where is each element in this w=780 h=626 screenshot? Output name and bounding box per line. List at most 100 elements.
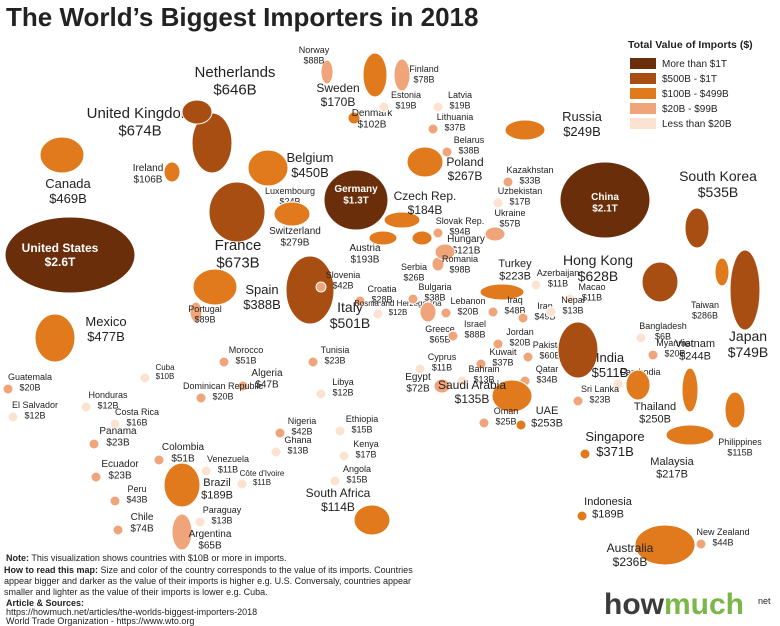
country-value: $115B — [727, 447, 752, 457]
country-value: $286B — [692, 310, 718, 320]
country-name: Czech Rep. — [394, 189, 457, 203]
country-value: $11B — [432, 362, 452, 372]
country-name: Spain — [245, 282, 278, 297]
country-shape — [270, 446, 282, 458]
country-shape — [320, 59, 334, 85]
country-shape — [441, 146, 453, 158]
country-shape — [557, 321, 599, 379]
country-name: Nepal — [561, 295, 585, 305]
country-name: Poland — [446, 155, 483, 169]
country-shape — [517, 312, 529, 324]
country-shape — [559, 161, 651, 239]
country-name: Jordan — [506, 327, 534, 337]
country-shape — [530, 279, 542, 291]
country-shape — [362, 52, 388, 98]
country-value: $673B — [216, 254, 259, 271]
country-value: $13B — [562, 305, 583, 315]
country-name: Austria — [349, 243, 381, 254]
country-shape — [329, 475, 341, 487]
country-name: Turkey — [498, 258, 532, 270]
country-shape — [354, 295, 366, 307]
country-shape — [572, 395, 584, 407]
country-value: $511B — [592, 365, 629, 380]
country-name: Canada — [45, 176, 91, 191]
country-name: Ecuador — [101, 459, 139, 470]
country-shape — [285, 255, 335, 325]
country-value: $98B — [449, 264, 470, 274]
sources-label: Article & Sources: — [6, 598, 84, 608]
country-value: $106B — [134, 175, 163, 186]
country-value: $223B — [499, 271, 531, 283]
logo: howmuch — [604, 588, 744, 621]
country-value: $94B — [449, 226, 470, 236]
country-name: Belarus — [454, 135, 485, 145]
country-shape — [411, 230, 433, 246]
country-shape — [39, 136, 85, 174]
country-shape — [492, 197, 504, 209]
country-name: Israel — [464, 319, 486, 329]
country-shape — [237, 380, 249, 392]
note-label: Note: — [6, 553, 29, 563]
country-shape — [218, 356, 230, 368]
country-name: Malaysia — [650, 456, 694, 468]
country-shape — [368, 230, 398, 246]
country-name: Colombia — [162, 442, 205, 453]
country-name: Estonia — [391, 90, 421, 100]
country-shape — [612, 378, 624, 390]
country-shape — [307, 356, 319, 368]
country-shape — [407, 293, 419, 305]
logo-how: how — [604, 588, 665, 621]
country-shape — [88, 438, 100, 450]
country-name: Bahrain — [468, 364, 499, 374]
country-value: $74B — [130, 524, 154, 535]
country-shape — [200, 465, 212, 477]
country-name: India — [596, 350, 625, 365]
country-name: Venezuela — [207, 454, 249, 464]
country-name: Serbia — [401, 262, 427, 272]
country-shape — [171, 513, 193, 551]
country-value: $189B — [592, 509, 624, 521]
country-name: Croatia — [367, 284, 396, 294]
country-value: $34B — [536, 374, 557, 384]
country-name: Argentina — [189, 529, 232, 540]
country-value: $12B — [24, 410, 45, 420]
country-name: China — [591, 192, 619, 203]
country-name: Sri Lanka — [581, 384, 619, 394]
country-shape — [315, 281, 327, 293]
country-value: $37B — [444, 122, 465, 132]
country-shape — [236, 478, 248, 490]
country-shape — [323, 169, 389, 231]
country-shape — [393, 58, 411, 92]
country-shape — [522, 351, 534, 363]
country-shape — [579, 448, 591, 460]
country-shape — [695, 538, 707, 550]
country-value: $65B — [429, 334, 450, 344]
country-name: Mexico — [85, 314, 126, 329]
country-value: $57B — [499, 218, 520, 228]
country-name: El Salvador — [12, 400, 58, 410]
country-name: Australia — [607, 541, 654, 555]
country-name: Bosnia and Herzegovina — [354, 299, 442, 308]
country-name: United States — [22, 241, 99, 255]
country-name: Kenya — [353, 439, 379, 449]
country-shape — [729, 249, 761, 331]
country-shape — [475, 358, 487, 370]
country-value: $250B — [639, 414, 671, 426]
country-name: Vietnam — [675, 338, 715, 350]
country-name: Taiwan — [691, 300, 719, 310]
country-value: $628B — [578, 268, 618, 284]
legend-swatch — [630, 118, 656, 129]
country-name: Netherlands — [195, 64, 276, 81]
country-value: $13B — [211, 515, 232, 525]
country-value: $114B — [321, 500, 355, 514]
country-value: $60B — [539, 350, 560, 360]
source: https://howmuch.net/articles/the-worlds-… — [6, 607, 257, 617]
country-name: Dominican Republic — [183, 381, 264, 391]
country-shape — [724, 391, 746, 429]
country-shape — [576, 510, 588, 522]
country-name: Japan — [729, 328, 767, 344]
country-value: $48B — [504, 305, 525, 315]
country-value: $501B — [330, 315, 370, 331]
country-name: Ghana — [284, 435, 311, 445]
country-value: $20B — [664, 348, 685, 358]
